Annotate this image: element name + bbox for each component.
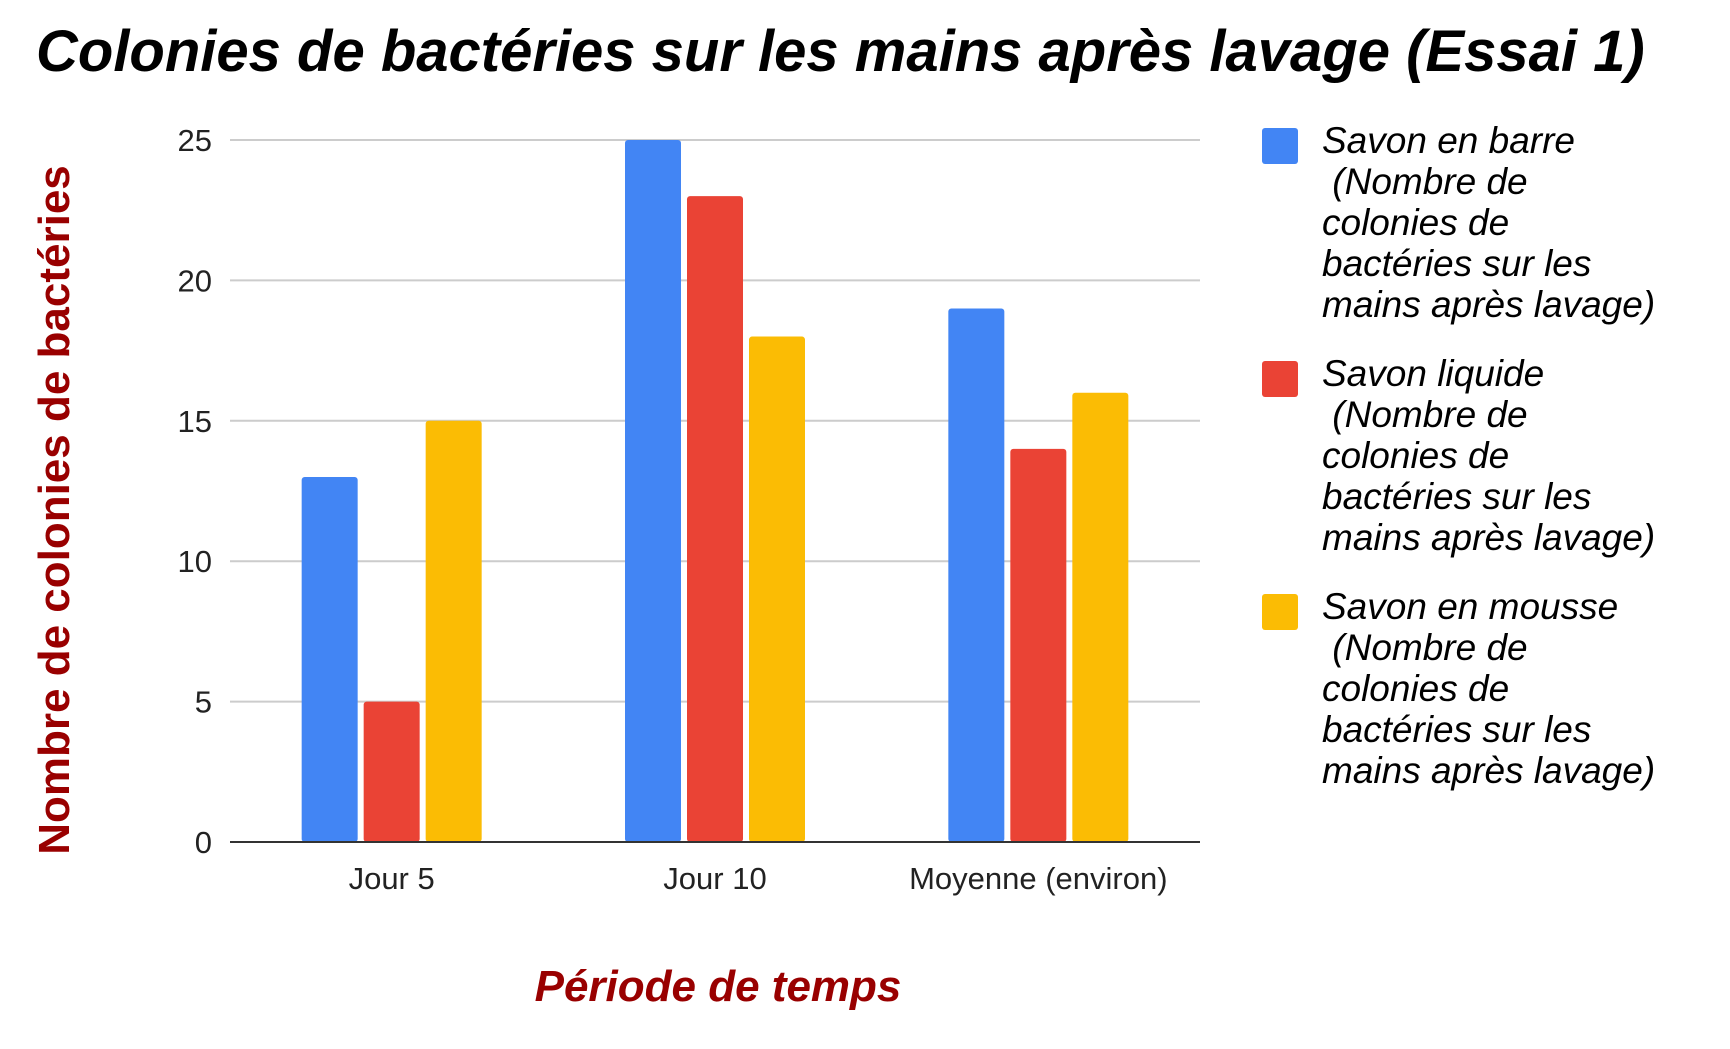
y-tick-label: 10 <box>178 544 212 579</box>
bar <box>1010 448 1067 842</box>
y-tick-label: 25 <box>178 123 212 158</box>
y-tick-labels: 0 5 10 15 20 25 <box>178 123 212 860</box>
x-tick-label: Jour 5 <box>349 861 435 896</box>
bar <box>625 140 681 842</box>
bar <box>749 336 805 842</box>
legend-item-savon-en-mousse: Savon en mousse (Nombre de colonies de b… <box>1262 586 1722 791</box>
legend-swatch-savon-en-barre <box>1262 128 1298 164</box>
y-tick-label: 20 <box>178 263 212 298</box>
y-tick-label: 15 <box>178 404 212 439</box>
chart-title: Colonies de bactéries sur les mains aprè… <box>36 19 1645 84</box>
bar <box>687 196 743 842</box>
bar <box>301 476 358 842</box>
bar <box>948 308 1005 843</box>
legend-item-savon-en-barre: Savon en barre (Nombre de colonies de ba… <box>1262 120 1722 325</box>
legend-swatch-savon-en-mousse <box>1262 594 1298 630</box>
x-tick-label: Jour 10 <box>663 861 766 896</box>
legend: Savon en barre (Nombre de colonies de ba… <box>1262 120 1722 819</box>
y-tick-label: 5 <box>195 685 212 720</box>
legend-label-savon-liquide: Savon liquide (Nombre de colonies de bac… <box>1322 353 1656 558</box>
bar <box>425 420 482 842</box>
bars <box>301 140 1129 843</box>
y-tick-label: 0 <box>195 825 212 860</box>
x-axis-title: Période de temps <box>534 962 902 1011</box>
legend-item-savon-liquide: Savon liquide (Nombre de colonies de bac… <box>1262 353 1722 558</box>
bar <box>363 701 420 842</box>
bar <box>1072 392 1129 842</box>
y-axis-title: Nombre de colonies de bactéries <box>30 165 79 855</box>
legend-swatch-savon-liquide <box>1262 361 1298 397</box>
legend-label-savon-en-mousse: Savon en mousse (Nombre de colonies de b… <box>1322 586 1656 791</box>
x-tick-label: Moyenne (environ) <box>909 861 1167 896</box>
x-tick-labels: Jour 5 Jour 10 Moyenne (environ) <box>349 861 1168 896</box>
legend-label-savon-en-barre: Savon en barre (Nombre de colonies de ba… <box>1322 120 1656 325</box>
